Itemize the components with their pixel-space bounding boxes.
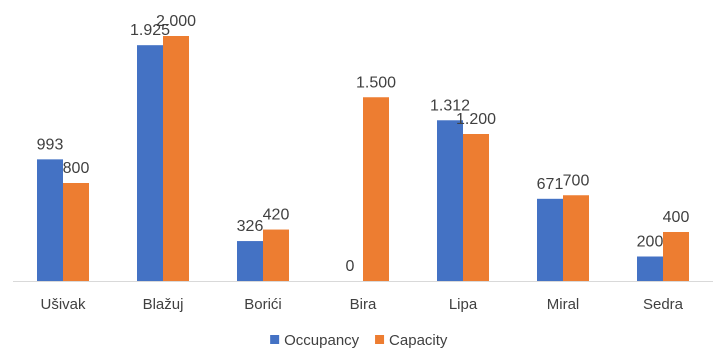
bar-capacity-6 <box>663 232 689 281</box>
bar-occupancy-6 <box>637 256 663 281</box>
value-label-capacity-6: 400 <box>663 209 690 226</box>
bar-occupancy-0 <box>37 159 63 281</box>
bar-occupancy-1 <box>137 45 163 281</box>
legend-swatch-capacity <box>375 335 385 344</box>
category-label-2: Borići <box>244 296 282 313</box>
bar-capacity-5 <box>563 195 589 281</box>
bar-occupancy-5 <box>537 198 563 281</box>
bar-capacity-0 <box>63 183 89 281</box>
value-label-capacity-5: 700 <box>563 172 590 189</box>
value-label-occupancy-4: 1.312 <box>430 97 470 114</box>
category-label-3: Bira <box>350 296 377 313</box>
category-label-1: Blažuj <box>143 296 184 313</box>
bar-capacity-3 <box>363 97 389 281</box>
category-label-6: Sedra <box>643 296 684 313</box>
value-label-capacity-4: 1.200 <box>456 111 496 128</box>
category-label-0: Ušivak <box>40 296 86 313</box>
legend: Occupancy Capacity <box>270 332 448 349</box>
value-label-occupancy-5: 671 <box>537 176 564 193</box>
bars-group <box>37 36 689 281</box>
bar-capacity-2 <box>263 229 289 281</box>
value-label-capacity-2: 420 <box>263 207 290 224</box>
value-label-capacity-1: 2.000 <box>156 13 196 30</box>
value-label-occupancy-6: 200 <box>637 234 664 251</box>
bar-occupancy-4 <box>437 120 463 281</box>
bar-capacity-1 <box>163 36 189 281</box>
value-label-occupancy-2: 326 <box>237 218 264 235</box>
bar-capacity-4 <box>463 134 489 281</box>
value-label-capacity-3: 1.500 <box>356 74 396 91</box>
legend-label-occupancy: Occupancy <box>284 332 360 349</box>
value-label-occupancy-1: 1.925 <box>130 22 170 39</box>
category-labels-group: Ušivak Blažuj Borići Bira Lipa Miral Sedra <box>40 296 683 313</box>
category-label-4: Lipa <box>449 296 478 313</box>
legend-label-capacity: Capacity <box>389 332 448 349</box>
category-label-5: Miral <box>547 296 580 313</box>
bar-occupancy-2 <box>237 241 263 281</box>
value-label-occupancy-3: 0 <box>346 258 355 275</box>
value-label-occupancy-0: 993 <box>37 136 64 153</box>
value-label-capacity-0: 800 <box>63 160 90 177</box>
legend-swatch-occupancy <box>270 335 280 344</box>
